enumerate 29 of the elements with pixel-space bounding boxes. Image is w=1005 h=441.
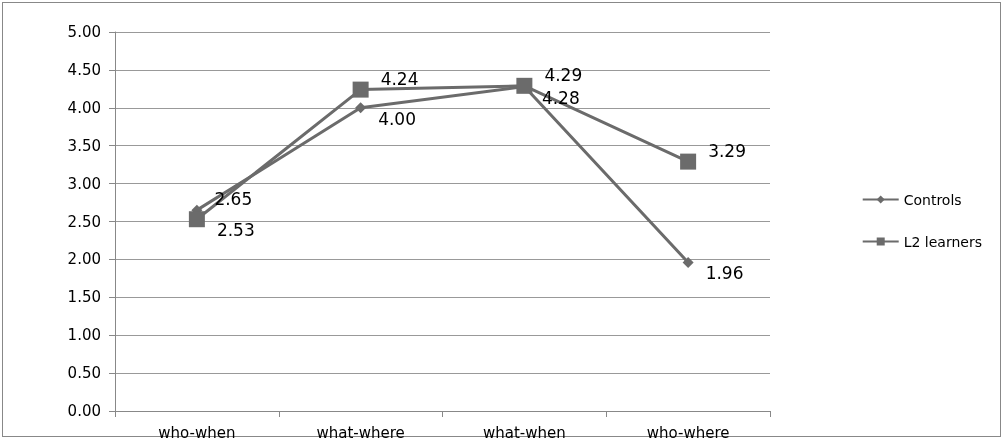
data-label: 4.29 (544, 64, 583, 85)
y-tick-label: 2.00 (67, 250, 101, 269)
y-tick-label: 2.50 (67, 212, 101, 231)
legend-label: Controls (903, 191, 962, 208)
x-tick-label: what-where (316, 423, 405, 441)
data-label: 3.29 (708, 140, 746, 161)
y-tick-label: 0.00 (67, 402, 101, 420)
y-tick-label: 0.50 (67, 364, 101, 383)
data-label: 4.00 (378, 108, 416, 129)
data-label: 1.96 (705, 263, 744, 284)
legend-label: L2 learners (903, 233, 983, 250)
x-tick-label: what-when (482, 423, 566, 441)
point (188, 211, 205, 228)
point (680, 153, 697, 170)
y-tick-label: 1.50 (67, 288, 101, 307)
y-tick-label: 3.50 (67, 136, 101, 155)
y-tick-label: 4.50 (67, 60, 101, 79)
point (355, 102, 367, 114)
y-tick-label: 1.00 (67, 326, 101, 345)
x-tick-label: who-where (646, 423, 730, 441)
y-tick-label: 3.00 (67, 174, 101, 193)
data-label: 2.53 (216, 220, 255, 241)
point (516, 77, 533, 94)
point (352, 81, 369, 98)
y-tick-label: 5.00 (67, 23, 101, 41)
point (682, 256, 694, 268)
x-tick-label: who-when (158, 423, 236, 441)
data-label: 4.24 (380, 68, 419, 89)
y-tick-label: 4.00 (67, 98, 101, 117)
